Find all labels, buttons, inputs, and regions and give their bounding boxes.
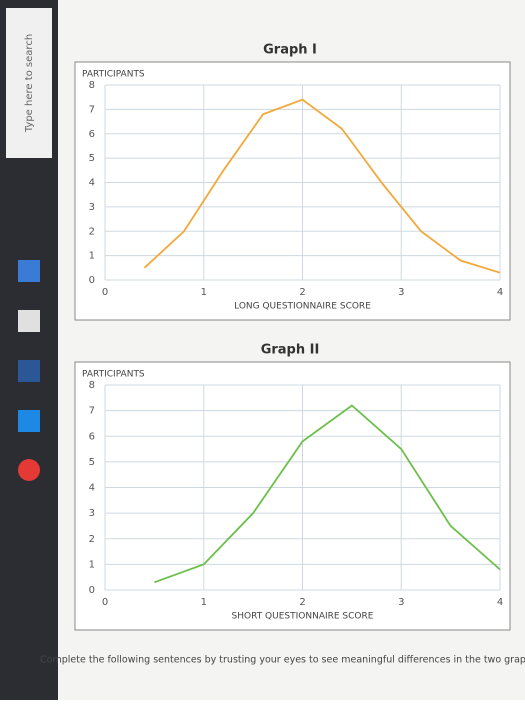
- x-tick-label: 0: [102, 597, 108, 608]
- y-tick-label: 4: [89, 178, 95, 189]
- y-axis-label: PARTICIPANTS: [82, 370, 145, 380]
- curve: [143, 98, 501, 274]
- y-tick-label: 4: [89, 483, 95, 494]
- x-tick-label: 3: [398, 597, 404, 608]
- y-tick-label: 1: [89, 251, 95, 262]
- y-tick-label: 0: [89, 275, 95, 286]
- y-tick-label: 3: [89, 508, 95, 519]
- y-axis-label: PARTICIPANTS: [82, 70, 145, 80]
- instruction: Complete the following sentences by trus…: [40, 655, 525, 666]
- y-tick-label: 6: [89, 431, 95, 442]
- taskbar-icon[interactable]: [18, 260, 40, 282]
- x-axis-label: LONG QUESTIONNAIRE SCORE: [234, 302, 371, 312]
- y-tick-label: 7: [89, 406, 95, 417]
- curve: [154, 404, 501, 584]
- y-tick-label: 1: [89, 559, 95, 570]
- x-tick-label: 2: [299, 287, 305, 298]
- y-tick-label: 8: [89, 80, 95, 91]
- graph-title: Graph I: [263, 43, 317, 58]
- y-tick-label: 3: [89, 202, 95, 213]
- graph-title: Graph II: [261, 343, 320, 358]
- x-tick-label: 2: [299, 597, 305, 608]
- y-tick-label: 7: [89, 104, 95, 115]
- y-tick-label: 5: [89, 153, 95, 164]
- taskbar-icon[interactable]: [18, 459, 40, 481]
- search-text: Type here to search: [24, 34, 35, 133]
- y-tick-label: 2: [89, 226, 95, 237]
- y-tick-label: 5: [89, 457, 95, 468]
- x-tick-label: 1: [201, 287, 207, 298]
- y-tick-label: 2: [89, 534, 95, 545]
- x-tick-label: 1: [201, 597, 207, 608]
- y-tick-label: 0: [89, 585, 95, 596]
- x-tick-label: 4: [497, 597, 503, 608]
- x-axis-label: SHORT QUESTIONNAIRE SCORE: [232, 612, 374, 622]
- y-tick-label: 8: [89, 380, 95, 391]
- x-tick-label: 4: [497, 287, 503, 298]
- graph-panel: [74, 61, 511, 321]
- x-tick-label: 3: [398, 287, 404, 298]
- taskbar-icon[interactable]: [18, 410, 40, 432]
- x-tick-label: 0: [102, 287, 108, 298]
- y-tick-label: 6: [89, 129, 95, 140]
- taskbar-icon[interactable]: [18, 360, 40, 382]
- taskbar-icon[interactable]: [18, 310, 40, 332]
- search-box[interactable]: [6, 8, 52, 158]
- graph-panel: [74, 361, 511, 631]
